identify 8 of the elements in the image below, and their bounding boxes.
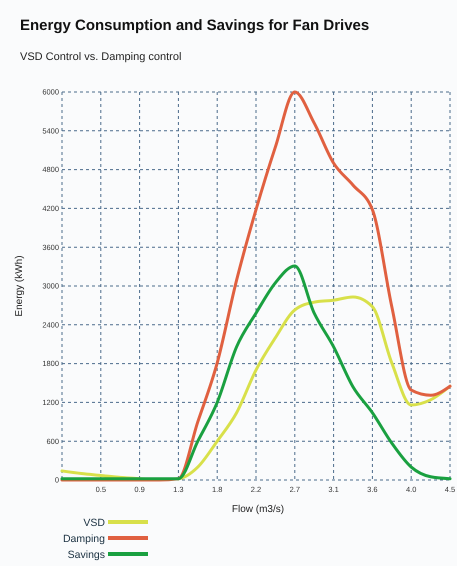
legend-label: Damping bbox=[62, 533, 106, 545]
legend-label: Savings bbox=[68, 549, 105, 561]
y-axis-title: Energy (kWh) bbox=[14, 255, 25, 317]
x-axis-title: Flow (m3/s) bbox=[232, 504, 284, 515]
chart-title: Energy Consumption and Savings for Fan Drives bbox=[20, 17, 370, 34]
line-series bbox=[60, 90, 452, 482]
legend-label: VSD bbox=[83, 517, 106, 529]
chart-subtitle: VSD Control vs. Damping control bbox=[20, 51, 182, 63]
